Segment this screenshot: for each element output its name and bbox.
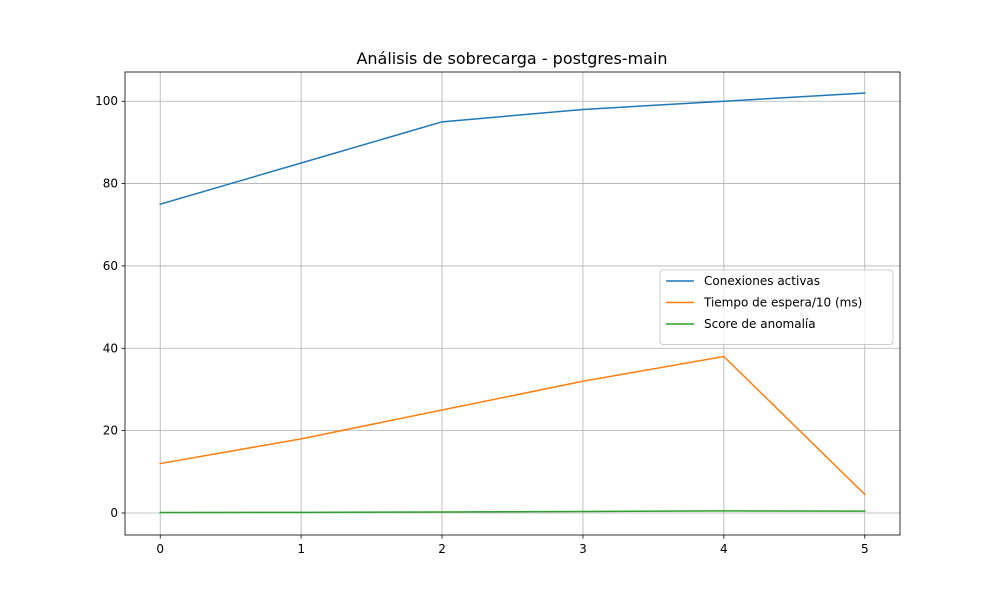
series-line-2	[159, 510, 866, 514]
legend-label-2: Score de anomalía	[704, 317, 816, 331]
series-line-1	[159, 355, 866, 496]
axis-ticks: 0 1 2 3 4 5 0 20 40 60 80 100	[95, 94, 868, 556]
x-tick-label: 5	[861, 542, 869, 556]
y-tick-label: 20	[103, 424, 118, 438]
plot-frame	[124, 71, 901, 536]
x-tick-label: 3	[579, 542, 587, 556]
series-lines	[159, 92, 866, 514]
y-tick-label: 40	[103, 341, 118, 355]
y-tick-label: 60	[103, 259, 118, 273]
legend-box	[659, 269, 894, 345]
x-tick-label: 2	[438, 542, 446, 556]
chart-title: Análisis de sobrecarga - postgres-main	[356, 49, 667, 68]
y-tick-label: 0	[110, 506, 118, 520]
series-line-0	[159, 92, 866, 206]
x-tick-label: 4	[720, 542, 728, 556]
legend-label-0: Conexiones activas	[704, 274, 820, 288]
legend-label-1: Tiempo de espera/10 (ms)	[703, 296, 862, 310]
y-tick-label: 80	[103, 177, 118, 191]
x-tick-label: 1	[297, 542, 305, 556]
y-tick-label: 100	[95, 94, 118, 108]
legend: Conexiones activas Tiempo de espera/10 (m…	[659, 269, 894, 345]
x-tick-label: 0	[156, 542, 164, 556]
